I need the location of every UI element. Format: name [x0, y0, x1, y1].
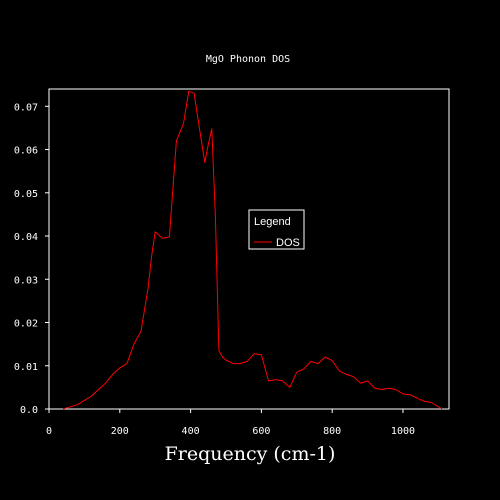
x-tick-label: 0 [46, 426, 52, 437]
x-tick-label: 600 [252, 426, 270, 437]
y-tick-label: 0.04 [14, 232, 38, 243]
plot-frame [48, 88, 450, 410]
x-tick-label: 200 [111, 426, 129, 437]
y-tick-label: 0.01 [14, 362, 38, 373]
y-tick-label: 0.03 [14, 275, 38, 286]
x-tick-label: 400 [182, 426, 200, 437]
legend: Legend DOS [248, 209, 305, 250]
legend-box [248, 209, 305, 250]
plot-area [63, 90, 443, 410]
x-tick-label: 800 [323, 426, 341, 437]
y-tick-label: 0.07 [14, 102, 38, 113]
y-tick-label: 0.05 [14, 189, 38, 200]
x-axis-label: Frequency (cm-1) [165, 443, 336, 465]
y-tick-label: 0.06 [14, 146, 38, 157]
y-tick-label: 0.0 [20, 405, 38, 416]
x-tick-label: 1000 [391, 426, 415, 437]
y-axis-ticks: 0.0 0.01 0.02 0.03 0.04 0.05 0.06 0.07 [14, 102, 49, 416]
y-tick-label: 0.02 [14, 319, 38, 330]
axes [48, 88, 450, 410]
legend-entry-dos: DOS [276, 237, 300, 249]
legend-title: Legend [254, 216, 291, 228]
x-axis-ticks: 0 200 400 600 800 1000 [46, 409, 415, 437]
chart-title: MgO Phonon DOS [206, 54, 290, 65]
series-line-dos [63, 90, 443, 410]
